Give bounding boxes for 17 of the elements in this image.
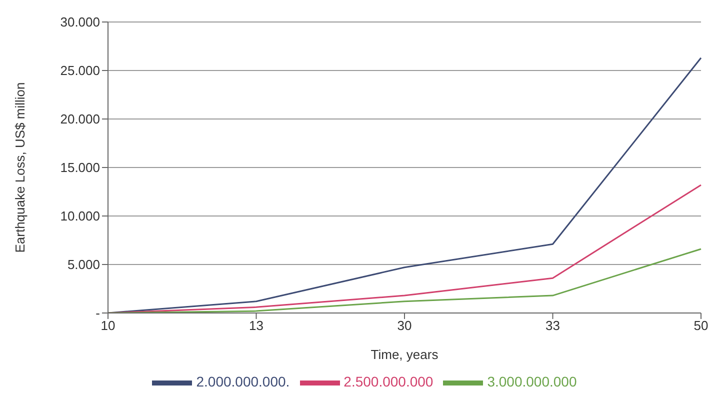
y-tick-label: - bbox=[96, 306, 100, 321]
x-tick-label: 10 bbox=[100, 318, 116, 334]
y-tick-label: 15.000 bbox=[60, 160, 100, 176]
y-tick-label: 10.000 bbox=[60, 208, 100, 224]
x-axis-title: Time, years bbox=[370, 347, 439, 362]
y-tick-label: 5.000 bbox=[67, 257, 100, 272]
legend-label: 2.000.000.000. bbox=[196, 374, 290, 390]
y-tick-label: 25.000 bbox=[60, 63, 100, 78]
x-tick-label: 33 bbox=[546, 318, 560, 334]
y-axis-title: Earthquake Loss, US$ million bbox=[12, 82, 28, 253]
legend-label: 2.500.000.000 bbox=[344, 374, 434, 390]
y-tick-label: 20.000 bbox=[60, 112, 100, 127]
x-tick-label: 50 bbox=[694, 318, 708, 334]
legend-label: 3.000.000.000 bbox=[487, 374, 577, 390]
x-tick-label: 30 bbox=[397, 318, 412, 334]
x-tick-label: 13 bbox=[249, 318, 264, 334]
y-tick-label: 30.000 bbox=[60, 14, 100, 30]
